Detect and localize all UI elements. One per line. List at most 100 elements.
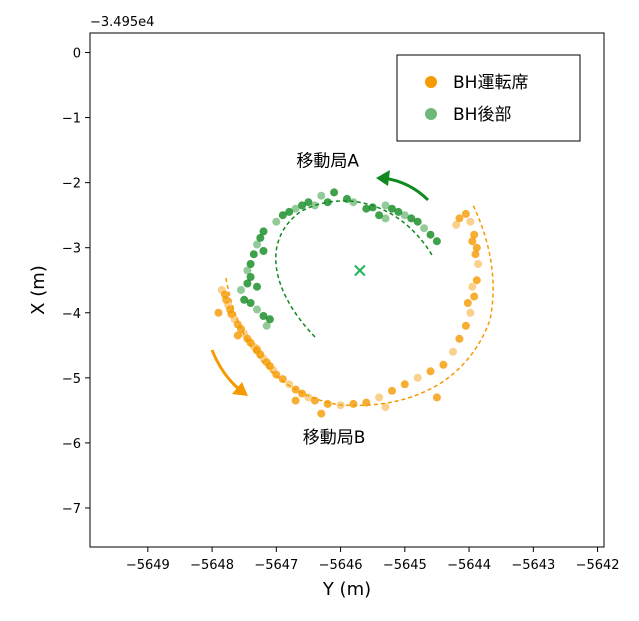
data-point-orange: [470, 292, 479, 301]
data-point-green: [394, 207, 403, 216]
data-point-orange: [455, 334, 464, 343]
y-axis-label: X (m): [28, 265, 49, 315]
data-point-orange: [222, 295, 231, 304]
annotation-station-b: 移動局B: [303, 428, 366, 448]
data-point-green: [343, 194, 351, 203]
x-tick-label: −5647: [254, 558, 298, 573]
data-point-green: [323, 198, 332, 207]
data-point-green: [246, 273, 255, 281]
data-point-green: [240, 295, 249, 304]
data-point-green: [259, 247, 268, 255]
data-point-green: [407, 214, 416, 223]
data-point-orange: [426, 367, 435, 376]
data-point-orange: [461, 209, 470, 218]
x-tick-label: −5643: [511, 558, 555, 573]
data-point-green: [243, 266, 252, 275]
legend-marker-orange: [425, 76, 437, 88]
data-point-green: [237, 286, 245, 294]
data-point-green: [432, 237, 441, 246]
data-point-orange: [455, 214, 464, 223]
data-point-green: [375, 211, 384, 220]
plot-frame: [89, 32, 605, 548]
arrow-orange: [210, 349, 248, 396]
legend: BH運転席 BH後部: [396, 54, 581, 142]
x-tick-label: −5648: [190, 558, 234, 573]
x-tick-label: −5649: [126, 558, 170, 573]
y-tick-label: −7: [62, 502, 81, 517]
center-x-marker: [354, 264, 366, 277]
data-point-orange: [310, 396, 319, 405]
data-point-green: [259, 312, 268, 320]
data-point-orange: [298, 389, 306, 398]
data-point-orange: [468, 282, 477, 291]
data-point-orange: [233, 331, 242, 340]
y-tick-label: 0: [73, 47, 81, 62]
data-point-green: [249, 250, 258, 259]
data-point-green: [420, 224, 429, 233]
data-point-green: [298, 201, 306, 210]
data-point-orange: [291, 385, 300, 394]
data-point-green: [259, 227, 268, 236]
data-point-orange: [413, 373, 422, 382]
data-point-green: [304, 198, 313, 207]
offset-label: −3.495e4: [90, 15, 154, 30]
data-point-orange: [470, 230, 479, 239]
data-point-orange: [463, 299, 472, 307]
x-tick-label: −5646: [319, 558, 363, 573]
y-tick-label: −5: [62, 372, 81, 387]
data-point-green: [388, 204, 396, 213]
data-point-orange: [323, 399, 332, 408]
y-tick-label: −3: [62, 242, 81, 257]
y-tick-label: −6: [62, 437, 81, 452]
data-point-orange: [285, 380, 294, 389]
legend-marker-green: [425, 108, 437, 120]
data-point-orange: [227, 310, 236, 319]
data-point-orange: [468, 237, 477, 246]
data-point-orange: [362, 398, 371, 407]
data-point-orange: [466, 217, 475, 226]
data-point-green: [253, 282, 261, 291]
data-point-orange: [278, 375, 287, 384]
data-point-orange: [400, 380, 409, 389]
arrow-green: [376, 170, 430, 202]
data-point-orange: [472, 276, 481, 285]
legend-label-green: BH後部: [453, 105, 511, 125]
data-point-orange: [265, 362, 274, 371]
data-point-green: [246, 260, 255, 268]
data-point-orange: [472, 243, 481, 252]
data-point-orange: [291, 396, 300, 405]
data-point-orange: [449, 347, 457, 356]
data-point-green: [265, 315, 274, 324]
data-point-green: [330, 188, 339, 197]
y-tick-label: −1: [62, 112, 81, 127]
green-fit-arc: [275, 200, 433, 338]
data-point-green: [413, 217, 422, 226]
data-point-green: [349, 198, 358, 207]
data-point-orange: [466, 308, 475, 317]
data-point-green: [256, 233, 265, 242]
data-point-green: [253, 240, 261, 249]
data-point-green: [291, 204, 300, 213]
data-point-orange: [256, 350, 265, 359]
data-point-green: [368, 203, 377, 212]
data-point-orange: [336, 401, 345, 410]
data-point-orange: [461, 321, 470, 330]
data-point-green: [246, 299, 255, 307]
x-axis-label: Y (m): [322, 579, 371, 600]
data-point-orange: [474, 260, 483, 268]
data-point-green: [285, 207, 294, 216]
x-tick-label: −5644: [447, 558, 491, 573]
data-point-orange: [439, 360, 448, 369]
data-point-green: [362, 204, 371, 213]
data-point-green: [310, 201, 319, 210]
data-point-green: [253, 305, 261, 314]
data-point-orange: [246, 338, 255, 347]
data-point-orange: [349, 399, 358, 408]
x-tick-label: −5645: [383, 558, 427, 573]
center-marker-stroke: [354, 264, 366, 277]
annotation-station-a: 移動局A: [296, 151, 359, 171]
data-point-orange: [388, 386, 396, 395]
legend-label-orange: BH運転席: [453, 73, 528, 93]
data-point-orange: [214, 308, 223, 317]
